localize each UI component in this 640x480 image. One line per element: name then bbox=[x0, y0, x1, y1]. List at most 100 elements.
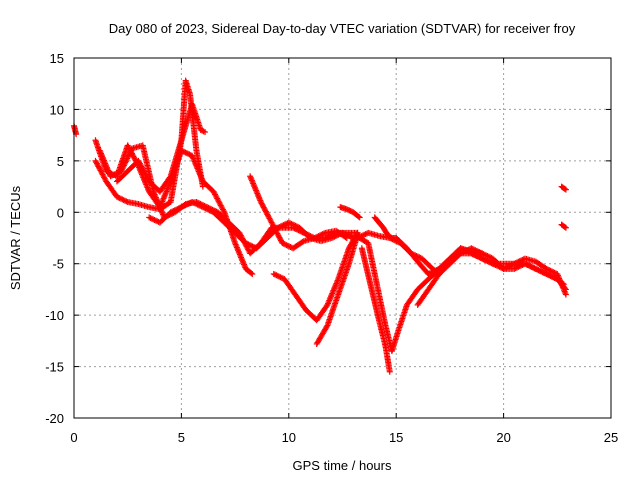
data-point bbox=[526, 262, 533, 269]
data-point bbox=[122, 197, 129, 204]
data-point bbox=[475, 253, 482, 260]
data-point bbox=[544, 271, 551, 278]
data-point bbox=[174, 206, 181, 213]
x-tick-label: 15 bbox=[389, 430, 403, 445]
data-point bbox=[516, 258, 523, 265]
data-point bbox=[522, 260, 529, 267]
data-point bbox=[542, 270, 549, 277]
data-point bbox=[530, 264, 537, 271]
data-point bbox=[355, 213, 362, 220]
data-point bbox=[113, 193, 120, 200]
data-point bbox=[220, 207, 227, 214]
data-point bbox=[492, 262, 499, 268]
y-tick-label: 15 bbox=[50, 51, 64, 66]
data-point bbox=[540, 269, 547, 276]
data-point bbox=[561, 285, 568, 292]
data-point bbox=[185, 200, 192, 207]
data-point bbox=[479, 250, 486, 257]
data-point bbox=[547, 272, 554, 279]
data-point bbox=[274, 272, 281, 279]
data-point bbox=[480, 256, 487, 263]
data-point bbox=[472, 247, 479, 254]
data-point bbox=[499, 265, 506, 272]
data-point bbox=[497, 264, 504, 271]
data-point bbox=[514, 259, 521, 266]
data-point bbox=[272, 271, 279, 278]
data-point bbox=[523, 261, 530, 268]
data-point bbox=[512, 260, 519, 267]
data-point bbox=[325, 233, 332, 240]
x-tick-label: 0 bbox=[70, 430, 77, 445]
data-point bbox=[166, 174, 173, 181]
data-point bbox=[488, 260, 495, 267]
data-point bbox=[518, 262, 525, 269]
data-point bbox=[185, 150, 192, 157]
data-point bbox=[107, 173, 114, 180]
x-tick-label: 25 bbox=[604, 430, 618, 445]
data-point bbox=[277, 223, 284, 230]
data-point bbox=[299, 238, 306, 245]
data-point bbox=[249, 271, 256, 277]
data-point bbox=[469, 251, 476, 258]
data-point bbox=[151, 217, 158, 223]
data-point bbox=[473, 247, 480, 254]
data-point bbox=[428, 269, 435, 276]
y-axis-label: SDTVAR / TECUs bbox=[8, 185, 23, 290]
series-arc-g bbox=[247, 173, 361, 252]
data-point bbox=[287, 220, 294, 227]
data-point bbox=[199, 204, 206, 211]
data-point bbox=[148, 215, 155, 222]
data-point bbox=[191, 200, 198, 207]
data-point bbox=[181, 202, 188, 209]
data-point bbox=[487, 254, 494, 261]
data-point bbox=[468, 245, 475, 252]
data-point bbox=[493, 262, 500, 269]
data-point bbox=[429, 269, 436, 276]
y-axis-ticks: -20 -15 -10 -5 0 5 10 15 bbox=[45, 51, 611, 426]
data-point bbox=[484, 258, 491, 265]
y-tick-label: 0 bbox=[57, 205, 64, 220]
data-point bbox=[205, 206, 212, 213]
data-point bbox=[171, 207, 178, 214]
plot-frame bbox=[73, 57, 612, 419]
data-point bbox=[279, 222, 286, 229]
data-point bbox=[179, 203, 186, 210]
data-point bbox=[433, 267, 440, 274]
data-point bbox=[562, 224, 569, 231]
data-point bbox=[561, 185, 568, 192]
data-point bbox=[465, 249, 472, 256]
data-point bbox=[463, 247, 470, 254]
data-point bbox=[346, 233, 353, 240]
data-point bbox=[285, 219, 292, 226]
data-point bbox=[538, 268, 545, 275]
data-point bbox=[203, 206, 210, 213]
y-tick-label: 10 bbox=[50, 102, 64, 117]
data-point bbox=[330, 231, 337, 238]
data-point bbox=[169, 208, 176, 215]
data-point bbox=[543, 271, 550, 277]
series-arc-n bbox=[371, 214, 400, 241]
data-point bbox=[167, 209, 174, 216]
data-point bbox=[495, 263, 502, 270]
data-point bbox=[458, 245, 465, 252]
data-point bbox=[123, 198, 130, 205]
data-series bbox=[71, 77, 569, 375]
y-tick-label: -5 bbox=[52, 257, 64, 272]
data-point bbox=[358, 233, 365, 240]
data-point bbox=[276, 273, 283, 280]
data-point bbox=[539, 269, 546, 276]
data-point bbox=[323, 234, 330, 241]
data-point bbox=[355, 234, 362, 241]
data-point bbox=[477, 254, 484, 261]
data-point bbox=[326, 233, 333, 240]
y-tick-label: -20 bbox=[45, 411, 64, 426]
data-point bbox=[120, 197, 127, 204]
data-point bbox=[183, 150, 190, 157]
series-arc-e bbox=[113, 101, 209, 195]
data-point bbox=[278, 274, 285, 281]
data-point bbox=[248, 270, 255, 277]
data-point bbox=[111, 171, 118, 178]
data-point bbox=[202, 205, 209, 212]
data-point bbox=[190, 199, 197, 206]
